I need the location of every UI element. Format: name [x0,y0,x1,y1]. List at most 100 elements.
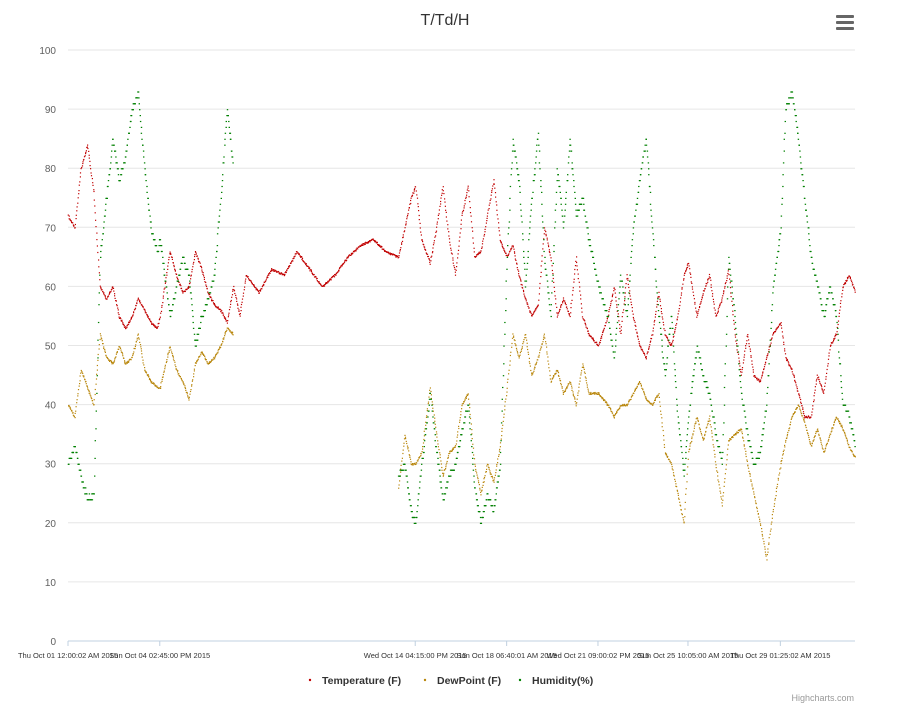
data-point [580,303,582,305]
data-point [695,422,697,424]
data-point [501,435,503,437]
data-point [476,505,479,507]
data-point [511,162,513,164]
data-point [617,304,620,306]
data-point [279,272,281,274]
data-point [317,281,319,283]
data-point [840,423,842,425]
data-point [836,331,838,333]
data-point [190,278,192,280]
data-point [606,402,608,404]
data-point [728,256,730,258]
credits[interactable]: Highcharts.com [791,693,854,703]
data-point [548,298,550,300]
data-point [507,378,509,380]
data-point [835,315,838,318]
data-point [456,262,458,264]
data-point [716,440,718,442]
data-point [701,299,703,301]
data-point [225,320,227,322]
data-point [543,337,545,339]
data-point [68,457,70,459]
data-point [716,440,719,442]
data-point [799,397,801,399]
data-point [86,385,88,387]
data-point [238,313,241,315]
data-point [604,400,606,402]
data-point [164,280,167,282]
data-point [533,180,535,182]
data-point [181,380,183,382]
data-point [155,385,157,387]
legend-item[interactable]: Humidity(%) [518,675,593,687]
data-point [492,480,494,482]
data-point [712,298,714,300]
data-point [265,279,267,281]
data-point [547,356,549,358]
data-point [162,262,164,264]
data-point [144,367,146,369]
data-point [214,304,216,306]
data-point [507,233,509,235]
data-point [781,331,783,333]
data-point [178,274,180,276]
data-point [465,396,467,399]
data-point [499,469,501,471]
data-point [458,240,460,242]
data-point [441,189,443,191]
data-point [267,276,269,278]
data-point [380,246,382,248]
data-point [404,434,406,436]
data-point [194,339,196,341]
data-point [459,236,461,238]
data-point [673,474,675,476]
data-point [752,366,754,368]
data-point [819,438,821,440]
data-point [747,465,749,467]
data-point [146,185,148,188]
data-point [457,431,459,433]
data-point [837,327,839,329]
data-point [567,180,569,182]
data-point [520,280,522,282]
data-point [736,339,738,341]
data-point [568,383,570,385]
data-point [835,333,837,335]
data-point [80,372,82,374]
data-point [468,190,470,192]
data-point [109,291,111,293]
data-point [538,162,541,164]
data-point [597,392,599,394]
data-point [744,410,746,412]
data-point [161,378,163,381]
data-point [383,248,385,250]
data-point [763,422,765,424]
data-point [68,218,70,220]
data-point [183,256,185,258]
data-point [446,462,448,464]
data-point [129,126,131,128]
data-point [201,351,203,353]
data-point [506,381,509,383]
data-point [754,375,756,377]
data-point [107,185,109,188]
data-point [656,396,658,398]
data-point [588,239,590,241]
data-point [172,355,174,357]
chart-menu-button[interactable] [834,12,856,34]
data-point [615,413,617,415]
data-point [268,274,270,276]
legend-item[interactable]: DewPoint (F) [423,675,501,687]
data-point [593,392,595,394]
data-point [655,397,657,399]
data-point [544,262,546,264]
data-point [638,341,640,343]
data-point [413,522,416,524]
data-point [69,406,71,408]
data-point [802,180,804,182]
legend-item[interactable]: Temperature (F) [308,675,401,687]
data-point [531,197,533,199]
data-point [91,398,93,400]
data-point [576,269,578,271]
data-point [408,209,410,211]
